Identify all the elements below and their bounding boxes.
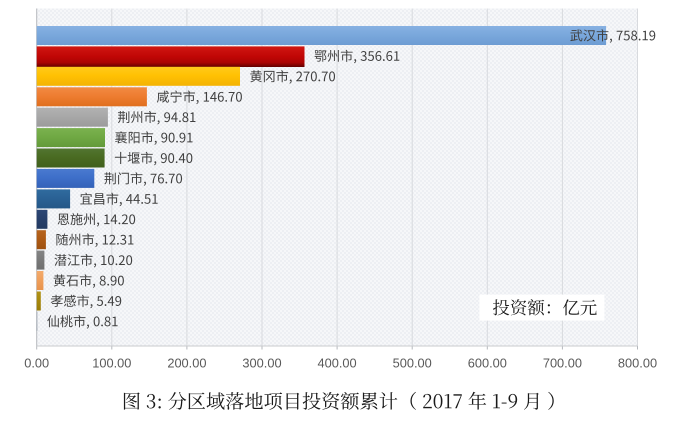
svg-text:800.00: 800.00 [618,355,657,370]
svg-text:100.00: 100.00 [92,355,131,370]
svg-text:300.00: 300.00 [242,355,281,370]
svg-text:200.00: 200.00 [167,355,206,370]
svg-text:0.00: 0.00 [24,355,49,370]
svg-text:600.00: 600.00 [468,355,507,370]
svg-text:400.00: 400.00 [318,355,357,370]
svg-text:500.00: 500.00 [393,355,432,370]
svg-text:700.00: 700.00 [543,355,582,370]
